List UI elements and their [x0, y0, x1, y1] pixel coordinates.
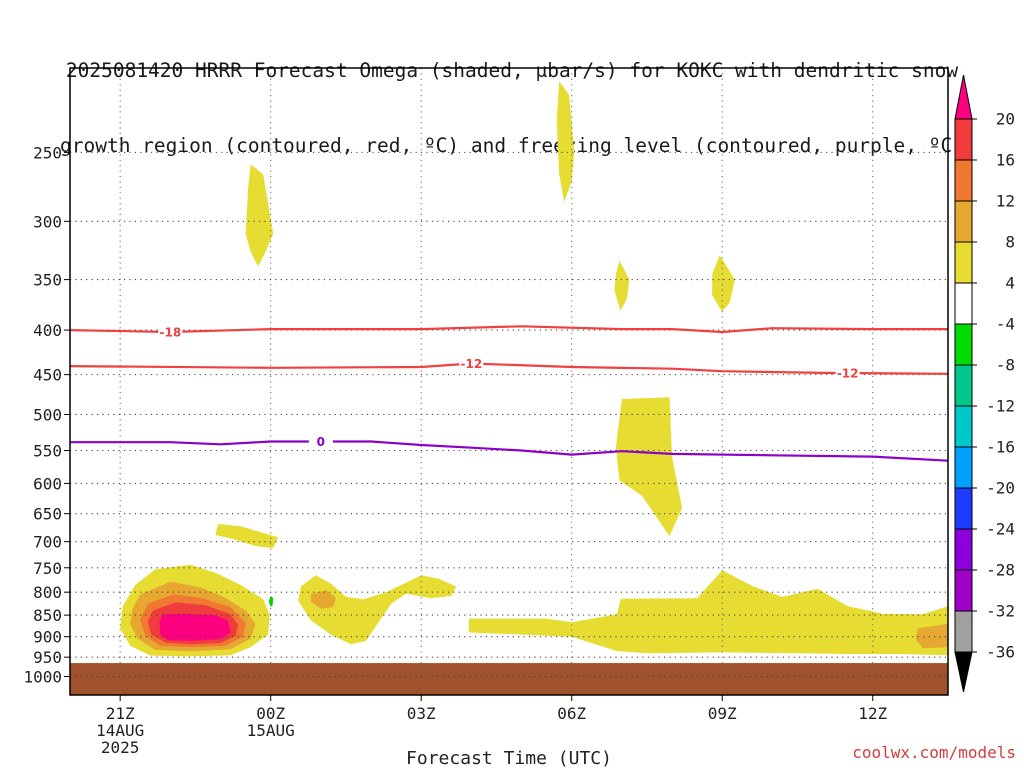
- x-axis: 21Z 14AUG 2025 00Z 15AUG 03Z 06Z 09Z 12Z: [96, 695, 888, 757]
- y-tick-label: 1000: [23, 668, 62, 687]
- colorbar-label: -16: [986, 438, 1015, 457]
- colorbar-label: -4: [996, 315, 1015, 334]
- omega-region-7: [298, 575, 457, 645]
- omega-region-10: [310, 590, 336, 609]
- colorbar-bin: [954, 241, 973, 284]
- x-tick-label: 21Z 14AUG 2025: [96, 704, 144, 757]
- colorbar-min-arrow: [954, 651, 973, 693]
- omega-region-14: [159, 613, 231, 641]
- contour-label-bg: [459, 356, 484, 371]
- x-tick-label: 09Z: [708, 704, 737, 723]
- colorbar-bin: [954, 610, 973, 653]
- y-tick-label: 950: [33, 648, 62, 667]
- title-line-1: 2025081420 HRRR Forecast Omega (shaded, …: [65, 59, 959, 82]
- colorbar-label: 8: [1005, 233, 1015, 252]
- colorbar-bin: [954, 528, 973, 571]
- contour-layer: -18 -12 -12 0: [69, 324, 949, 462]
- colorbar-bin: [954, 159, 973, 202]
- y-tick-label: 800: [33, 583, 62, 602]
- contour-label-bg: [308, 434, 333, 449]
- y-tick-label: 850: [33, 606, 62, 625]
- colorbar-label: -12: [986, 397, 1015, 416]
- y-tick-label: 650: [33, 505, 62, 524]
- x-axis-label: Forecast Time (UTC): [406, 748, 612, 768]
- y-tick-label: 900: [33, 628, 62, 647]
- colorbar-label: -20: [986, 479, 1015, 498]
- colorbar-label: -24: [986, 520, 1015, 539]
- contour-label-0: 0: [317, 435, 325, 449]
- omega-region-15: [268, 595, 274, 607]
- colorbar-label: 4: [1005, 274, 1015, 293]
- omega-region-11: [915, 623, 948, 649]
- colorbar-bin: [954, 200, 973, 243]
- gridlines: [70, 68, 948, 695]
- colorbar: 20 16 12 8 4 -4 -8 -12 -16 -20 -24 -28 -32 -36: [954, 74, 1015, 693]
- contour-label-bg: [158, 324, 183, 339]
- colorbar-bin: [954, 118, 973, 161]
- colorbar-label: -36: [986, 643, 1015, 662]
- contour-label--18: -18: [159, 325, 181, 339]
- colorbar-bin: [954, 323, 973, 366]
- x-tick-label: 06Z: [557, 704, 586, 723]
- title-line-2: growth region (contoured, red, ºC) and f…: [60, 134, 964, 157]
- contour-label--12: -12: [461, 357, 483, 371]
- contour-line-0: [70, 440, 949, 462]
- colorbar-bin: [954, 446, 973, 489]
- y-tick-label: 300: [33, 212, 62, 231]
- colorbar-bin: [954, 569, 973, 612]
- contour-label-bg: [835, 366, 860, 381]
- contour-line--18: [69, 325, 948, 334]
- y-tick-label: 500: [33, 405, 62, 424]
- omega-region-5: [215, 524, 279, 549]
- chart-title: 2025081420 HRRR Forecast Omega (shaded, …: [0, 8, 1024, 183]
- y-tick-label: 750: [33, 559, 62, 578]
- colorbar-max-arrow: [954, 74, 973, 120]
- surface-ground-band: [70, 663, 948, 695]
- omega-region-4: [615, 397, 683, 537]
- y-tick-label: 600: [33, 474, 62, 493]
- contour-label--12: -12: [837, 367, 859, 381]
- plot-frame: [69, 67, 949, 696]
- colorbar-bin: [954, 405, 973, 448]
- colorbar-label: 12: [996, 192, 1015, 211]
- colorbar-bin: [954, 364, 973, 407]
- y-axis: 250 300 350 400 450 500 550 600 650 700 750 800 850 9…: [23, 143, 70, 687]
- credit-text: coolwx.com/models: [852, 743, 1016, 762]
- omega-region-1: [556, 81, 575, 202]
- x-tick-label: 12Z: [858, 704, 887, 723]
- x-tick-label: 03Z: [407, 704, 436, 723]
- omega-region-8: [468, 570, 948, 656]
- colorbar-bin: [954, 487, 973, 530]
- y-tick-label: 450: [33, 366, 62, 385]
- omega-region-2: [614, 260, 630, 311]
- y-tick-label: 400: [33, 321, 62, 340]
- colorbar-bin: [954, 282, 973, 325]
- y-tick-label: 550: [33, 442, 62, 461]
- colorbar-label: 16: [996, 151, 1015, 170]
- y-tick-label: 700: [33, 533, 62, 552]
- colorbar-label: -8: [996, 356, 1015, 375]
- contour-line--12: [69, 362, 949, 375]
- omega-region-0: [245, 164, 274, 267]
- x-tick-label: 00Z 15AUG: [247, 704, 295, 740]
- colorbar-label: 20: [996, 110, 1015, 129]
- shaded-omega-layer: [120, 81, 948, 657]
- y-tick-label: 350: [33, 271, 62, 290]
- colorbar-label: -28: [986, 561, 1015, 580]
- y-tick-label: 250: [33, 143, 62, 162]
- omega-region-3: [712, 255, 735, 312]
- surface-layer: [70, 663, 948, 695]
- colorbar-label: -32: [986, 602, 1015, 621]
